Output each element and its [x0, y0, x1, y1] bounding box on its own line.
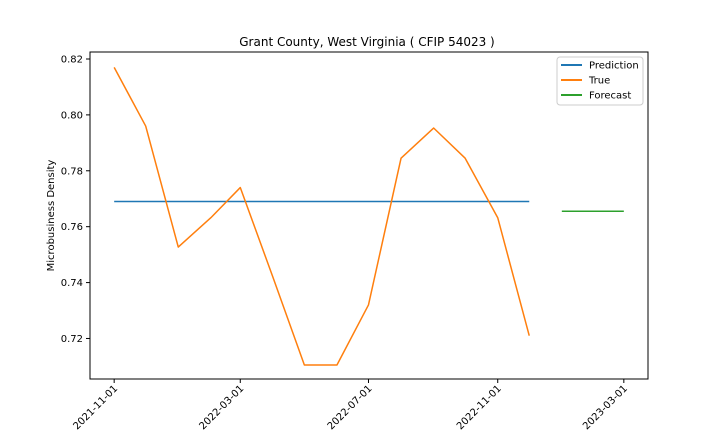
chart-title: Grant County, West Virginia ( CFIP 54023… — [239, 35, 495, 49]
plot-frame — [89, 51, 649, 380]
y-tick-label: 0.78 — [61, 166, 83, 177]
x-axis: 2021-11-01 2022-03-01 2022-07-01 2022-11-01… — [71, 379, 630, 432]
series-layer — [113, 67, 624, 366]
y-tick-label: 0.72 — [61, 334, 83, 345]
x-tick-label: 2022-07-01 — [326, 383, 375, 432]
legend-label-true: True — [588, 76, 610, 87]
legend-box — [556, 56, 644, 106]
y-tick-label: 0.74 — [61, 278, 83, 289]
legend-label-forecast: Forecast — [589, 91, 631, 102]
legend: Prediction True Forecast — [556, 56, 644, 106]
y-axis-title: Microbusiness Density — [46, 160, 57, 272]
legend-label-prediction: Prediction — [589, 61, 639, 72]
x-tick-label: 2021-11-01 — [71, 383, 120, 432]
y-tick-label: 0.82 — [61, 54, 83, 65]
x-tick-label: 2023-03-01 — [581, 383, 630, 432]
x-tick-label: 2022-11-01 — [455, 383, 504, 432]
x-tick-label: 2022-03-01 — [198, 383, 247, 432]
series-line-true — [113, 67, 530, 366]
y-tick-label: 0.76 — [61, 222, 83, 233]
y-tick-label: 0.80 — [61, 110, 83, 121]
y-axis: 0.72 0.74 0.76 0.78 0.80 0.82 — [61, 54, 90, 345]
